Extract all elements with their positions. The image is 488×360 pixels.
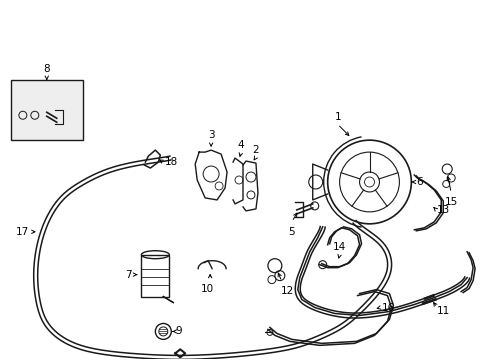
- Text: 11: 11: [436, 306, 449, 316]
- Text: 9: 9: [175, 327, 182, 336]
- Text: 8: 8: [43, 64, 50, 75]
- Text: 7: 7: [124, 270, 131, 280]
- Text: 5: 5: [288, 227, 295, 237]
- Text: 13: 13: [436, 205, 449, 215]
- Text: 16: 16: [381, 302, 394, 312]
- Text: 18: 18: [165, 157, 178, 167]
- Text: 4: 4: [237, 140, 244, 150]
- Text: 17: 17: [16, 227, 29, 237]
- Text: 15: 15: [444, 197, 457, 207]
- Text: 6: 6: [415, 177, 422, 187]
- Text: 12: 12: [280, 285, 293, 296]
- Text: 3: 3: [207, 130, 214, 140]
- Text: 14: 14: [332, 242, 346, 252]
- Text: 1: 1: [334, 112, 340, 122]
- Bar: [11, 80, 82, 140]
- Bar: [141, 255, 169, 297]
- Text: 2: 2: [252, 145, 259, 155]
- Text: 10: 10: [200, 284, 213, 294]
